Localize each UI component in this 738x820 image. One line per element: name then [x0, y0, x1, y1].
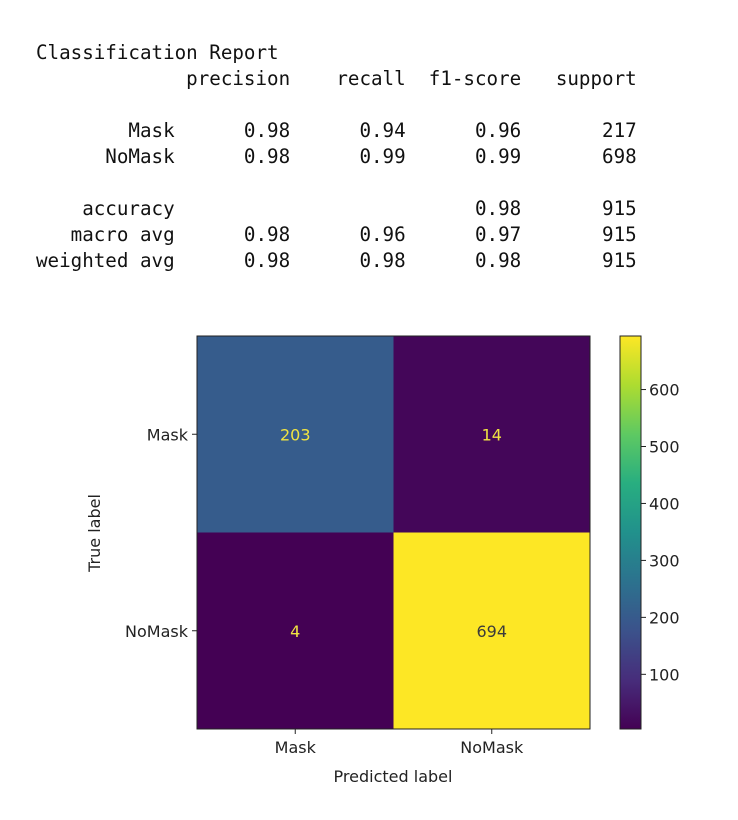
- cell-value: 694: [476, 622, 507, 641]
- colorbar-tick-label: 200: [649, 608, 680, 627]
- colorbar-tick-label: 300: [649, 551, 680, 570]
- y-tick-label: Mask: [147, 425, 189, 444]
- x-tick-label: Mask: [275, 738, 317, 757]
- colorbar-tick-label: 500: [649, 437, 680, 456]
- cell-value: 203: [280, 425, 311, 444]
- confusion-matrix-chart: 203 14 4 694 Mask NoMask Mask NoMask Predicte…: [85, 335, 680, 786]
- colorbar-tick-label: 400: [649, 494, 680, 513]
- y-axis-label: True label: [85, 494, 104, 573]
- x-tick-label: NoMask: [460, 738, 524, 757]
- matrix-frame: [196, 335, 591, 730]
- colorbar: [619, 335, 642, 730]
- cell-value: 4: [290, 622, 300, 641]
- matrix-cell: [197, 336, 394, 533]
- x-axis-label: Predicted label: [334, 767, 453, 786]
- matrix-cell: [197, 532, 394, 729]
- y-tick-label: NoMask: [125, 622, 189, 641]
- matrix-cell: [393, 532, 590, 729]
- matrix-cell: [393, 336, 590, 533]
- classification-report: Classification Report precision recall f…: [36, 41, 637, 272]
- colorbar-tick-label: 100: [649, 665, 680, 684]
- cell-value: 14: [482, 425, 502, 444]
- colorbar-tick-label: 600: [649, 381, 680, 400]
